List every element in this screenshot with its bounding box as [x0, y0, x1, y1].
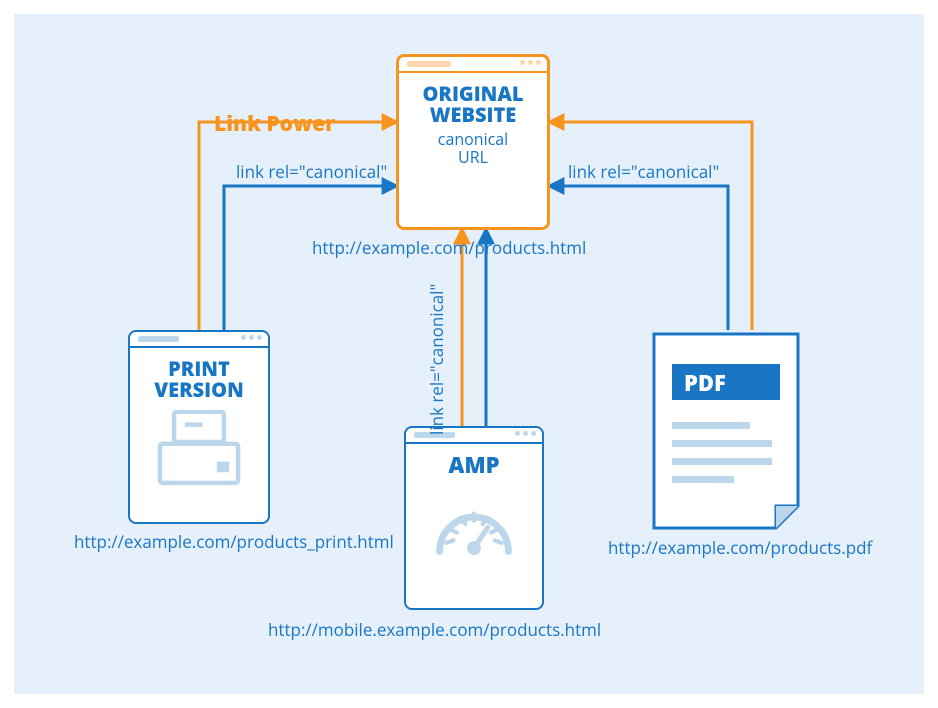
url-print: http://example.com/products_print.html	[74, 530, 394, 553]
edge-label-print: link rel="canonical"	[236, 160, 387, 183]
node-original-website: ORIGINAL WEBSITE canonical URL	[396, 54, 550, 230]
link-power-label: Link Power	[214, 110, 335, 138]
window-controls-icon	[515, 431, 536, 436]
subtitle-line2: URL	[458, 146, 488, 168]
node-subtitle: canonical URL	[407, 131, 539, 166]
addressbar-placeholder	[407, 61, 451, 67]
browser-titlebar	[130, 332, 268, 348]
window-controls-icon	[241, 335, 262, 340]
edge-print-to-original-orange	[199, 122, 396, 330]
printer-icon	[154, 410, 244, 490]
node-title: PRINT VERSION	[138, 358, 260, 400]
url-amp: http://mobile.example.com/products.html	[268, 618, 601, 641]
edge-label-amp: link rel="canonical"	[425, 284, 448, 435]
title-line2: VERSION	[154, 376, 244, 403]
speedometer-icon	[431, 491, 517, 557]
url-original: http://example.com/products.html	[312, 236, 586, 259]
node-pdf: PDF	[650, 330, 802, 532]
window-controls-icon	[520, 60, 541, 65]
title-line2: WEBSITE	[430, 101, 517, 128]
browser-titlebar	[399, 57, 547, 73]
addressbar-placeholder	[138, 336, 179, 342]
pdf-document-icon	[650, 330, 802, 532]
edge-label-pdf: link rel="canonical"	[568, 160, 719, 183]
edge-pdf-to-original-orange	[550, 122, 752, 330]
url-pdf: http://example.com/products.pdf	[608, 536, 872, 559]
node-print-version: PRINT VERSION	[128, 330, 270, 524]
node-title: ORIGINAL WEBSITE	[407, 83, 539, 125]
node-title: PDF	[684, 368, 726, 398]
node-amp: AMP	[404, 426, 544, 610]
node-title: AMP	[414, 454, 534, 477]
